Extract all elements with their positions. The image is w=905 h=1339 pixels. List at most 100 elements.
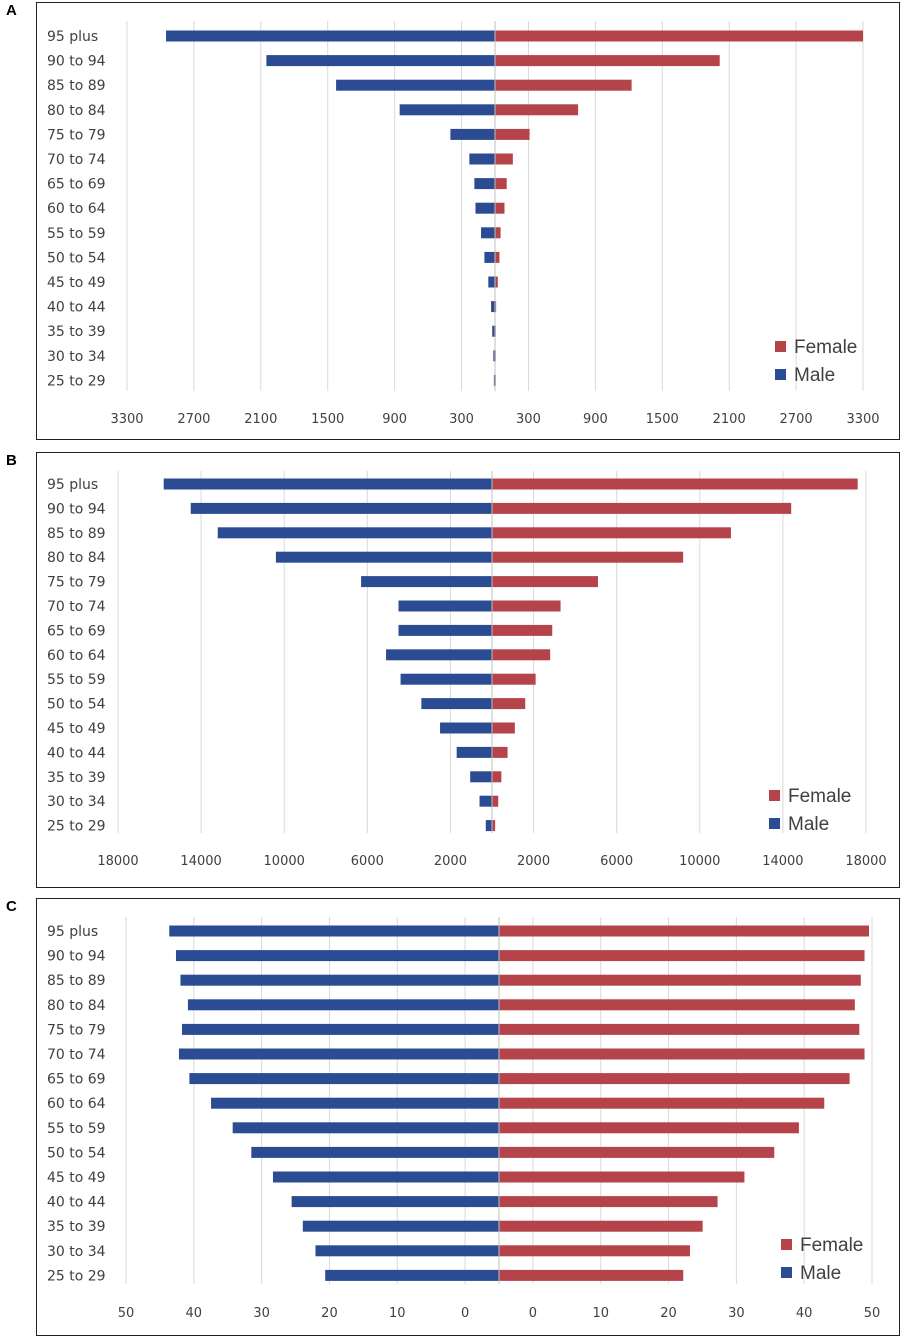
female-bar — [499, 1220, 703, 1232]
female-bar — [499, 1196, 718, 1208]
tick-label: 10 — [389, 1306, 406, 1321]
tick-label: 18000 — [97, 854, 138, 869]
male-bar — [484, 251, 495, 263]
tick-label: 3300 — [110, 412, 143, 427]
category-label: 90 to 94 — [47, 501, 106, 517]
legend-male-swatch — [781, 1267, 792, 1278]
male-bar — [180, 974, 499, 986]
category-label: 65 to 69 — [47, 1072, 106, 1088]
legend-male-label: Male — [788, 814, 829, 835]
male-bar — [336, 79, 495, 91]
tick-label: 10000 — [679, 854, 720, 869]
tick-label: 40 — [186, 1306, 203, 1321]
male-bar — [398, 624, 492, 636]
legend-female-swatch — [769, 790, 780, 801]
category-label: 45 to 49 — [47, 1170, 106, 1186]
legend-female-label: Female — [788, 786, 851, 807]
tick-label: 2000 — [434, 854, 467, 869]
category-label: 30 to 34 — [47, 1244, 106, 1260]
category-label: 75 to 79 — [47, 1022, 106, 1038]
category-label: 35 to 39 — [47, 1219, 106, 1235]
tick-label: 2700 — [177, 412, 210, 427]
male-bar — [272, 1171, 499, 1183]
category-label: 65 to 69 — [47, 623, 106, 639]
female-bar — [495, 30, 863, 42]
male-bar — [169, 925, 499, 937]
male-bar — [440, 722, 492, 734]
category-label: 75 to 79 — [47, 127, 106, 143]
tick-label: 18000 — [845, 854, 886, 869]
female-bar — [495, 153, 513, 165]
tick-label: 30 — [253, 1306, 270, 1321]
female-bar — [495, 128, 530, 140]
female-bar — [495, 178, 507, 190]
female-bar — [495, 55, 720, 67]
legend-female-swatch — [781, 1239, 792, 1250]
category-label: 60 to 64 — [47, 201, 106, 217]
category-label: 40 to 44 — [47, 1195, 106, 1211]
category-label: 70 to 74 — [47, 1047, 106, 1063]
male-bar — [178, 1048, 499, 1060]
female-bar — [499, 1073, 850, 1085]
male-bar — [399, 104, 495, 116]
male-bar — [493, 374, 495, 386]
tick-label: 900 — [583, 412, 608, 427]
chart-panel-a: 95 plus 90 to 94 85 to 89 80 to 84 75 to 79 7… — [36, 2, 900, 440]
female-bar — [492, 624, 553, 636]
female-bar — [499, 1048, 865, 1060]
category-label: 50 to 54 — [47, 697, 106, 713]
category-label: 25 to 29 — [47, 373, 106, 389]
female-bar — [492, 746, 508, 758]
tick-label: 2700 — [780, 412, 813, 427]
tick-label: 10 — [592, 1306, 609, 1321]
butterfly-chart-c: 95 plus 90 to 94 85 to 89 80 to 84 75 to 79 7… — [47, 917, 880, 1321]
category-label: 45 to 49 — [47, 275, 106, 291]
male-bar — [400, 673, 492, 685]
female-bar — [495, 104, 579, 116]
female-bar — [499, 1023, 860, 1035]
male-bar — [302, 1220, 499, 1232]
category-label: 25 to 29 — [47, 1268, 106, 1284]
tick-label: 0 — [529, 1306, 537, 1321]
category-label: 30 to 34 — [47, 349, 106, 365]
tick-label: 300 — [449, 412, 474, 427]
female-bar — [499, 1245, 690, 1257]
male-bar — [492, 325, 495, 337]
female-bar — [492, 795, 499, 807]
female-bar — [499, 999, 855, 1011]
tick-label: 6000 — [600, 854, 633, 869]
category-label: 50 to 54 — [47, 250, 106, 266]
male-bar — [470, 771, 492, 783]
category-label: 55 to 59 — [47, 226, 106, 242]
category-label: 70 to 74 — [47, 152, 106, 168]
female-bar — [499, 1097, 825, 1109]
male-bar — [187, 999, 499, 1011]
female-bar — [495, 251, 500, 263]
female-bar — [492, 600, 561, 612]
panel-label-c: C — [6, 898, 17, 915]
tick-label: 40 — [796, 1306, 813, 1321]
category-label: 80 to 84 — [47, 103, 106, 119]
tick-label: 14000 — [180, 854, 221, 869]
male-bar — [488, 276, 495, 288]
male-bar — [175, 950, 499, 962]
tick-label: 2100 — [244, 412, 277, 427]
tick-label: 900 — [382, 412, 407, 427]
female-bar — [492, 698, 526, 710]
male-bar — [166, 30, 495, 42]
tick-label: 3300 — [846, 412, 879, 427]
category-label: 40 to 44 — [47, 300, 106, 316]
male-bar — [491, 301, 495, 313]
chart-panel-c: 95 plus 90 to 94 85 to 89 80 to 84 75 to 79 7… — [36, 898, 900, 1336]
category-label: 60 to 64 — [47, 1096, 106, 1112]
male-bar — [163, 478, 492, 490]
tick-label: 2000 — [517, 854, 550, 869]
category-label: 35 to 39 — [47, 324, 106, 340]
category-label: 80 to 84 — [47, 998, 106, 1014]
category-label: 85 to 89 — [47, 973, 106, 989]
male-bar — [325, 1269, 499, 1281]
category-label: 90 to 94 — [47, 949, 106, 965]
female-bar — [495, 202, 505, 214]
female-bar — [492, 502, 792, 514]
female-bar — [499, 1171, 745, 1183]
